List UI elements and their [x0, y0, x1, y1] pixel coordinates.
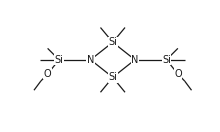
Text: Si: Si [162, 55, 171, 65]
Text: Si: Si [108, 72, 117, 82]
Text: Si: Si [55, 55, 64, 65]
Text: O: O [174, 69, 182, 79]
Text: N: N [87, 55, 94, 65]
Text: N: N [131, 55, 139, 65]
Text: O: O [44, 69, 51, 79]
Text: Si: Si [108, 37, 117, 47]
